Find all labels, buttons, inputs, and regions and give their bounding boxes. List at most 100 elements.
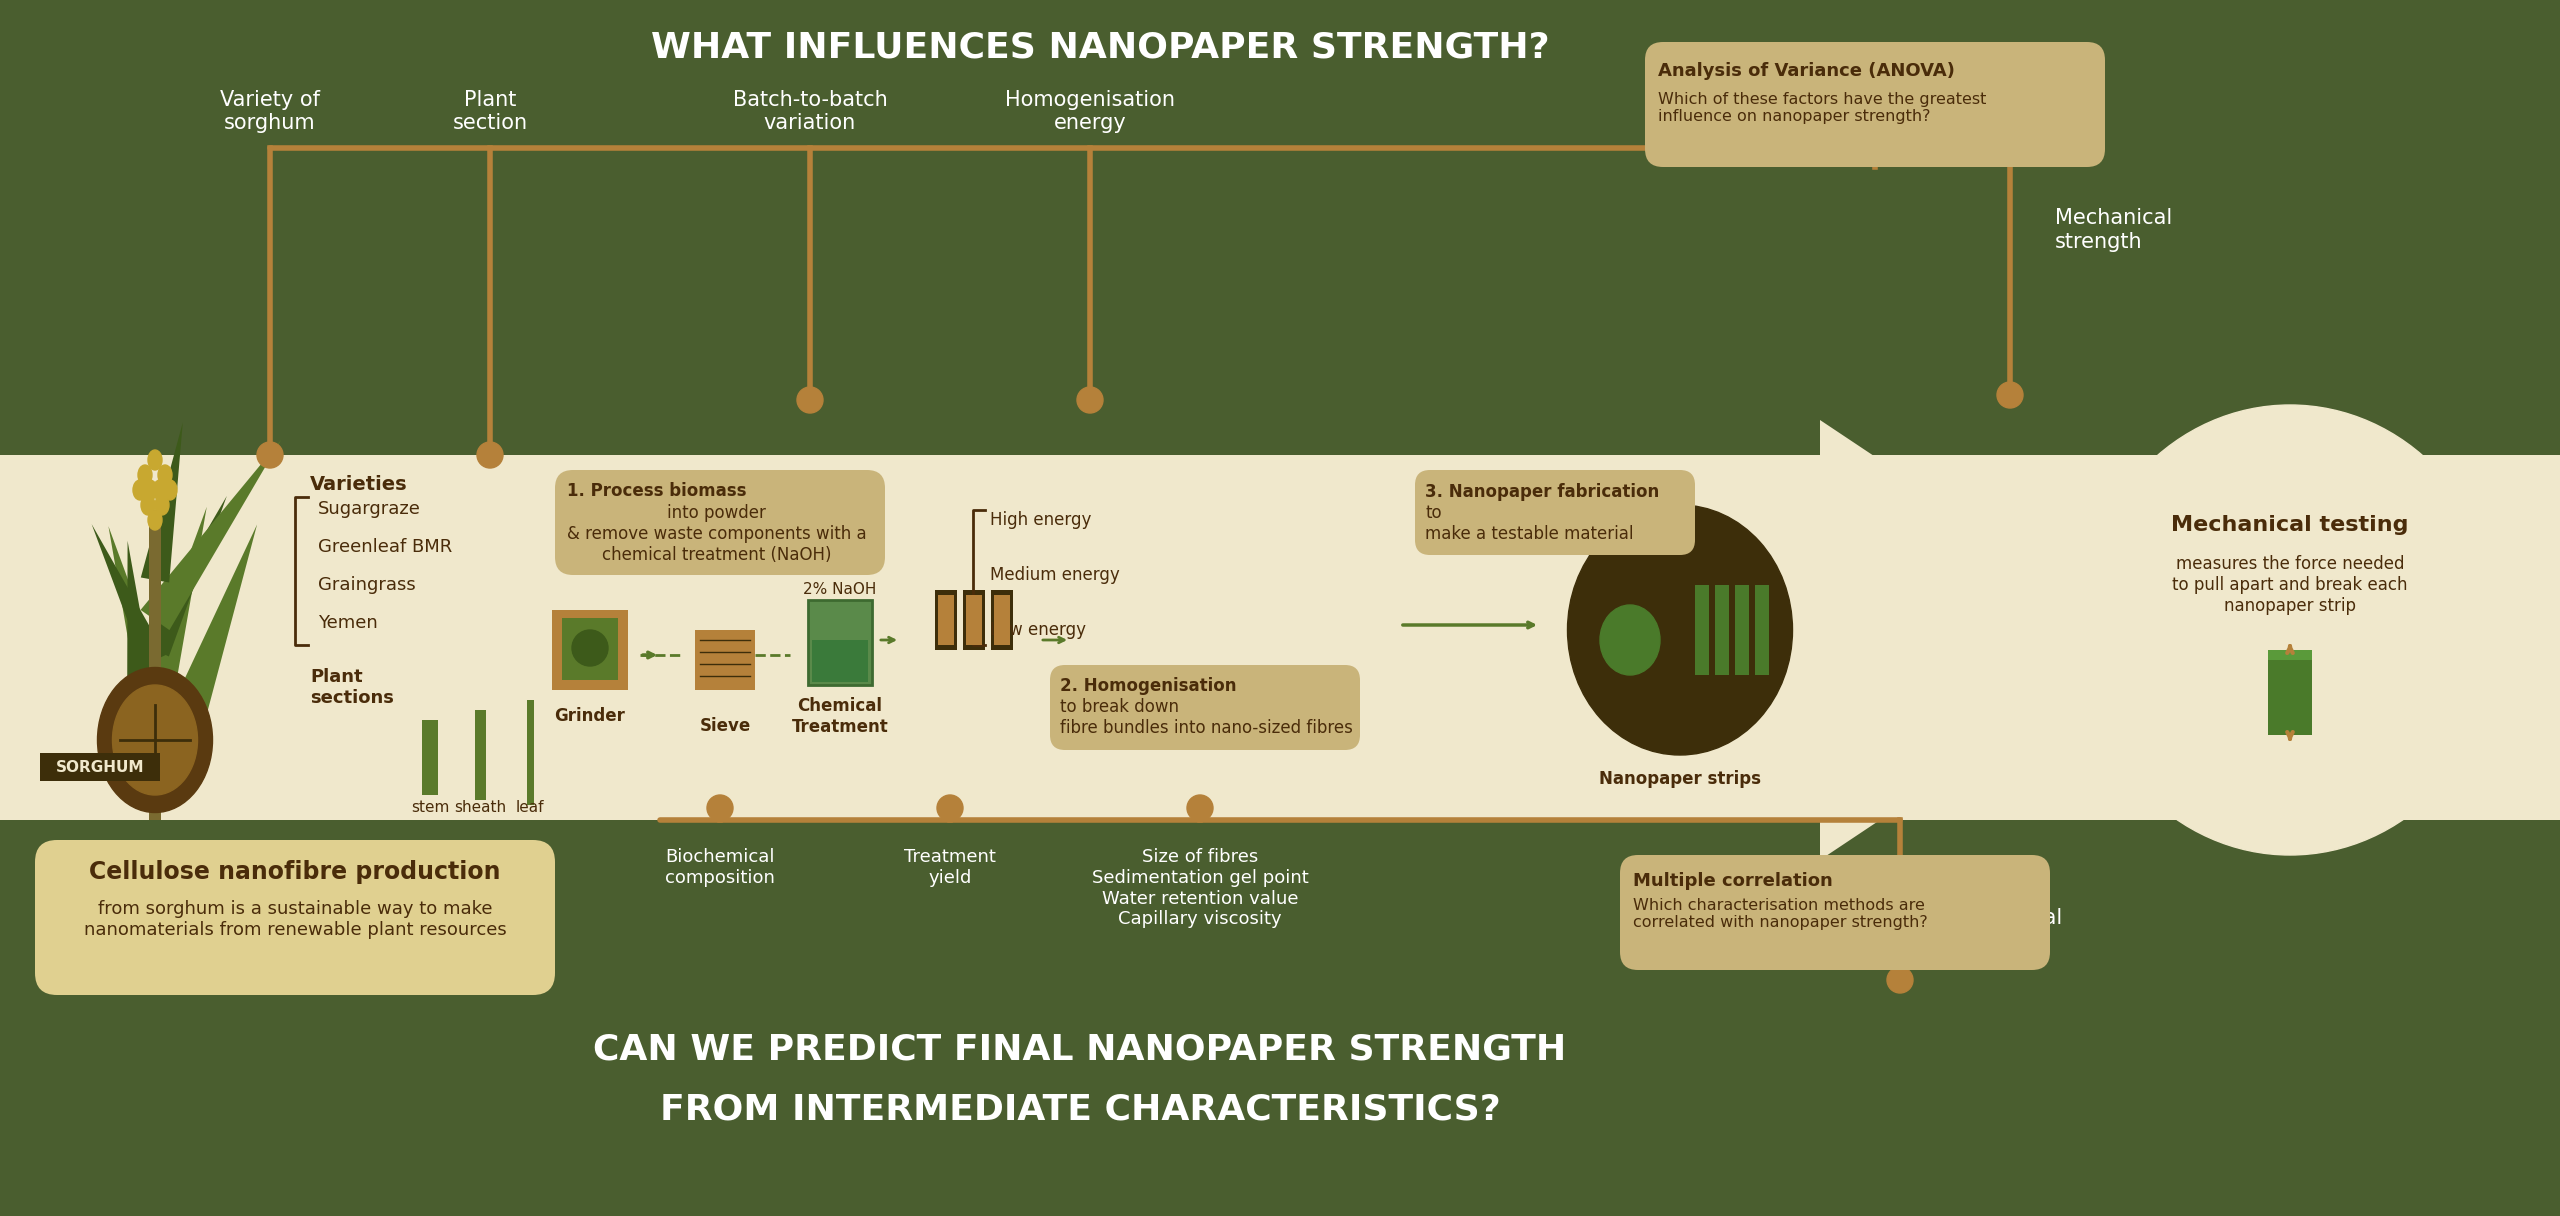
Text: to
make a testable material: to make a testable material [1426, 503, 1633, 542]
Bar [527, 700, 535, 805]
Ellipse shape [1600, 606, 1659, 675]
Text: Mechanical testing: Mechanical testing [2171, 516, 2409, 535]
Bar [476, 710, 486, 800]
Ellipse shape [156, 495, 169, 516]
Bar [991, 590, 1014, 651]
Circle shape [476, 441, 502, 468]
Circle shape [1188, 795, 1213, 821]
Bar [422, 720, 438, 795]
Text: Plant
sections: Plant sections [310, 668, 394, 706]
Text: Variety of
sorghum: Variety of sorghum [220, 90, 320, 133]
Bar [148, 510, 161, 820]
FancyBboxPatch shape [1416, 471, 1695, 554]
Circle shape [937, 795, 963, 821]
Bar [2268, 651, 2312, 734]
Circle shape [256, 441, 284, 468]
Ellipse shape [148, 450, 161, 471]
Text: Medium energy: Medium energy [991, 565, 1119, 584]
Text: 2% NaOH: 2% NaOH [804, 582, 876, 597]
Ellipse shape [138, 465, 151, 485]
Text: Homogenisation
energy: Homogenisation energy [1006, 90, 1175, 133]
FancyBboxPatch shape [1646, 43, 2104, 167]
Text: Plant
section: Plant section [453, 90, 527, 133]
Bar [0, 455, 2560, 820]
Bar [2268, 651, 2312, 660]
Circle shape [796, 387, 822, 413]
Bar [41, 753, 159, 781]
Bar [993, 595, 1011, 644]
Bar [0, 820, 2560, 1216]
Polygon shape [92, 524, 166, 665]
Ellipse shape [154, 480, 166, 500]
Text: Treatment
yield: Treatment yield [904, 848, 996, 886]
Text: Grinder: Grinder [556, 706, 625, 725]
Bar [1715, 585, 1728, 675]
Bar [563, 618, 617, 680]
Bar [934, 590, 957, 651]
Ellipse shape [143, 480, 156, 500]
Text: 1. Process biomass: 1. Process biomass [566, 482, 748, 500]
Text: Sieve: Sieve [699, 717, 750, 734]
Text: Greenleaf BMR: Greenleaf BMR [317, 537, 453, 556]
Text: WHAT INFLUENCES NANOPAPER STRENGTH?: WHAT INFLUENCES NANOPAPER STRENGTH? [650, 30, 1549, 64]
Text: Batch-to-batch
variation: Batch-to-batch variation [732, 90, 888, 133]
Text: Multiple correlation: Multiple correlation [1633, 872, 1833, 890]
Bar [1756, 585, 1769, 675]
Bar [963, 590, 986, 651]
Circle shape [707, 795, 732, 821]
Text: Which of these factors have the greatest
influence on nanopaper strength?: Which of these factors have the greatest… [1659, 92, 1987, 124]
Text: Sugargraze: Sugargraze [317, 500, 420, 518]
Polygon shape [108, 527, 172, 704]
Text: measures the force needed
to pull apart and break each
nanopaper strip: measures the force needed to pull apart … [2173, 556, 2409, 615]
Polygon shape [1820, 420, 2150, 860]
Polygon shape [154, 524, 256, 758]
Text: stem: stem [410, 800, 448, 815]
Text: leaf: leaf [515, 800, 545, 815]
Text: Yemen: Yemen [317, 614, 379, 632]
FancyBboxPatch shape [1620, 855, 2051, 970]
Bar [1736, 585, 1748, 675]
Ellipse shape [1567, 505, 1792, 755]
Polygon shape [128, 541, 164, 742]
Text: Analysis of Variance (ANOVA): Analysis of Variance (ANOVA) [1659, 62, 1956, 80]
Bar [1695, 585, 1710, 675]
Text: Size of fibres
Sedimentation gel point
Water retention value
Capillary viscosity: Size of fibres Sedimentation gel point W… [1091, 848, 1308, 928]
Text: High energy: High energy [991, 511, 1091, 529]
Text: FROM INTERMEDIATE CHARACTERISTICS?: FROM INTERMEDIATE CHARACTERISTICS? [660, 1093, 1500, 1127]
Text: 2. Homogenisation: 2. Homogenisation [1060, 677, 1236, 696]
Ellipse shape [133, 480, 146, 500]
Circle shape [1078, 387, 1103, 413]
Text: Which characterisation methods are
correlated with nanopaper strength?: Which characterisation methods are corre… [1633, 897, 1928, 930]
Circle shape [1887, 967, 1912, 993]
Ellipse shape [141, 495, 156, 516]
Polygon shape [138, 507, 207, 704]
Text: Low energy: Low energy [991, 621, 1085, 638]
Text: Varieties: Varieties [310, 475, 407, 494]
Ellipse shape [164, 480, 177, 500]
Text: SORGHUM: SORGHUM [56, 760, 143, 776]
Text: sheath: sheath [453, 800, 507, 815]
Polygon shape [141, 440, 282, 630]
Circle shape [571, 630, 609, 666]
Bar [965, 595, 983, 644]
Text: from sorghum is a sustainable way to make
nanomaterials from renewable plant res: from sorghum is a sustainable way to mak… [84, 900, 507, 939]
Text: Cellulose nanofibre production: Cellulose nanofibre production [90, 860, 502, 884]
Text: to break down
fibre bundles into nano-sized fibres: to break down fibre bundles into nano-si… [1060, 698, 1352, 737]
Polygon shape [141, 422, 182, 582]
Text: Graingrass: Graingrass [317, 576, 415, 593]
Ellipse shape [2079, 405, 2501, 855]
Text: Mechanical
strength: Mechanical strength [1946, 908, 2063, 952]
Polygon shape [141, 496, 228, 657]
Text: Chemical
Treatment: Chemical Treatment [791, 697, 888, 736]
Ellipse shape [97, 668, 212, 812]
Circle shape [1997, 382, 2022, 409]
Bar [0, 0, 2560, 455]
Text: Biochemical
composition: Biochemical composition [666, 848, 776, 886]
Text: into powder
& remove waste components with a
chemical treatment (NaOH): into powder & remove waste components wi… [566, 503, 868, 563]
Text: 3. Nanopaper fabrication: 3. Nanopaper fabrication [1426, 483, 1659, 501]
FancyBboxPatch shape [36, 840, 556, 995]
Bar [812, 640, 868, 682]
Ellipse shape [113, 685, 197, 795]
Bar [284, 460, 1820, 820]
Bar [553, 610, 627, 689]
